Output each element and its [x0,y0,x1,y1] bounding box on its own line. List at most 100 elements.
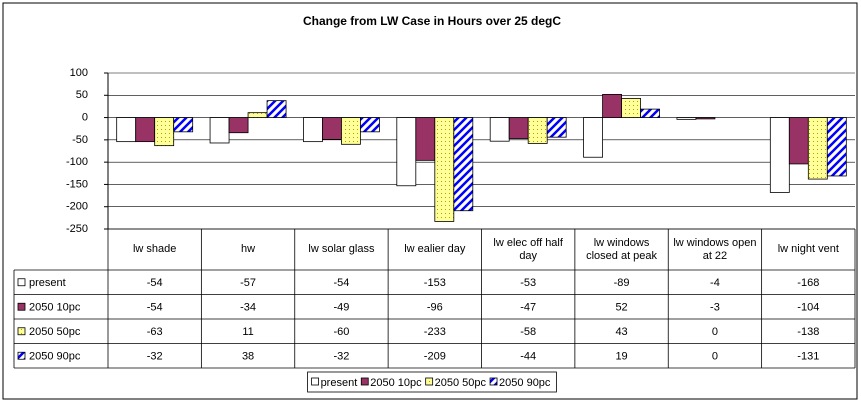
table-value: -60 [333,326,349,338]
table-value: -32 [147,351,163,363]
table-value: -138 [797,326,819,338]
table-series-name: present [29,277,66,289]
y-tick-label: -50 [72,134,88,146]
table-value: -54 [147,277,163,289]
category-header: lw windows open at 22 [673,236,757,262]
bar [769,117,790,193]
legend-label: 2050 90pc [499,377,551,389]
bar [116,117,137,143]
bar [322,117,342,140]
table-value: -153 [424,277,446,289]
table-series-name: 2050 90pc [29,351,81,363]
bar [583,117,603,158]
table-value: -168 [797,277,819,289]
legend-label: present [321,377,358,389]
table-value: 19 [615,351,627,363]
table-value: -96 [427,302,443,314]
table-legend-key [17,351,26,360]
table-value: -4 [710,277,720,289]
y-tick-label: 50 [76,89,88,101]
table-value: 38 [242,351,254,363]
bar [621,98,641,118]
bar [247,112,268,118]
category-header-box: lw shade [132,243,177,255]
legend: present 2050 10pc 2050 50pc 2050 90pc [307,371,557,393]
bar [154,117,175,147]
legend-key [425,377,434,386]
category-header-box: lw elec off half day [493,236,563,262]
category-header-box: hw [241,243,256,255]
bar [173,117,194,133]
table-value: -44 [520,351,536,363]
bar [527,117,548,144]
legend-label: 2050 50pc [435,377,487,389]
table-value: 0 [712,351,718,363]
table-series-name: 2050 50pc [29,326,81,338]
table-value: -53 [520,277,536,289]
bar [341,117,361,145]
category-header: hw [241,243,256,255]
category-header: lw shade [132,243,177,255]
table-value: -58 [520,326,536,338]
y-tick-label: -150 [66,178,88,190]
table-legend-key [17,327,26,336]
table-value: -104 [797,302,819,314]
table-legend-key [17,302,26,311]
table-legend-key [17,278,26,287]
table-value: 43 [615,326,627,338]
table-value: -57 [240,277,256,289]
table-value: -89 [614,277,630,289]
chart-title: Change from LW Case in Hours over 25 deg… [303,14,561,28]
category-header: lw ealier day [404,243,466,255]
y-tick-label: 100 [70,67,88,79]
y-tick-label: -250 [66,223,88,235]
category-header-box: lw windows closed at peak [586,236,658,262]
category-header-box: lw night vent [777,243,839,255]
bar [396,117,417,187]
bar [546,117,567,138]
table-value: 52 [615,302,627,314]
table-value: -209 [424,351,446,363]
table-value: 0 [712,326,718,338]
table-value: -47 [520,302,536,314]
category-header: lw solar glass [308,243,375,255]
table-value: -131 [797,351,819,363]
bar [209,117,230,144]
table-value: -3 [710,302,720,314]
bar [676,117,697,120]
bar [360,117,380,133]
bar [695,117,716,120]
category-header: lw night vent [777,243,839,255]
bar [788,117,809,165]
table-series-name: 2050 10pc [29,302,81,314]
bar [489,117,510,142]
category-header-box: lw windows open at 22 [673,236,757,262]
legend-label: 2050 10pc [370,377,422,389]
category-header: lw windows closed at peak [586,236,658,262]
bar [303,117,323,143]
category-header-box: lw solar glass [308,243,375,255]
y-tick-label: -100 [66,156,88,168]
category-header-box: lw ealier day [404,243,466,255]
y-tick-label: -200 [66,201,88,213]
category-header: lw elec off half day [493,236,563,262]
table-value: 11 [242,326,253,338]
table-value: -34 [240,302,256,314]
bar [228,117,249,134]
bar [434,117,455,222]
bar [266,100,287,118]
table-value: -32 [333,351,349,363]
table-value: -233 [424,326,446,338]
table-value: -63 [147,326,163,338]
bar [807,117,828,180]
bar [826,117,847,177]
bar [508,117,529,139]
table-value: -54 [333,277,349,289]
bar [415,117,436,161]
table-value: -54 [147,302,163,314]
legend-key [311,377,319,386]
table-value: -49 [333,302,349,314]
bar [135,117,156,143]
legend-key [360,377,369,386]
